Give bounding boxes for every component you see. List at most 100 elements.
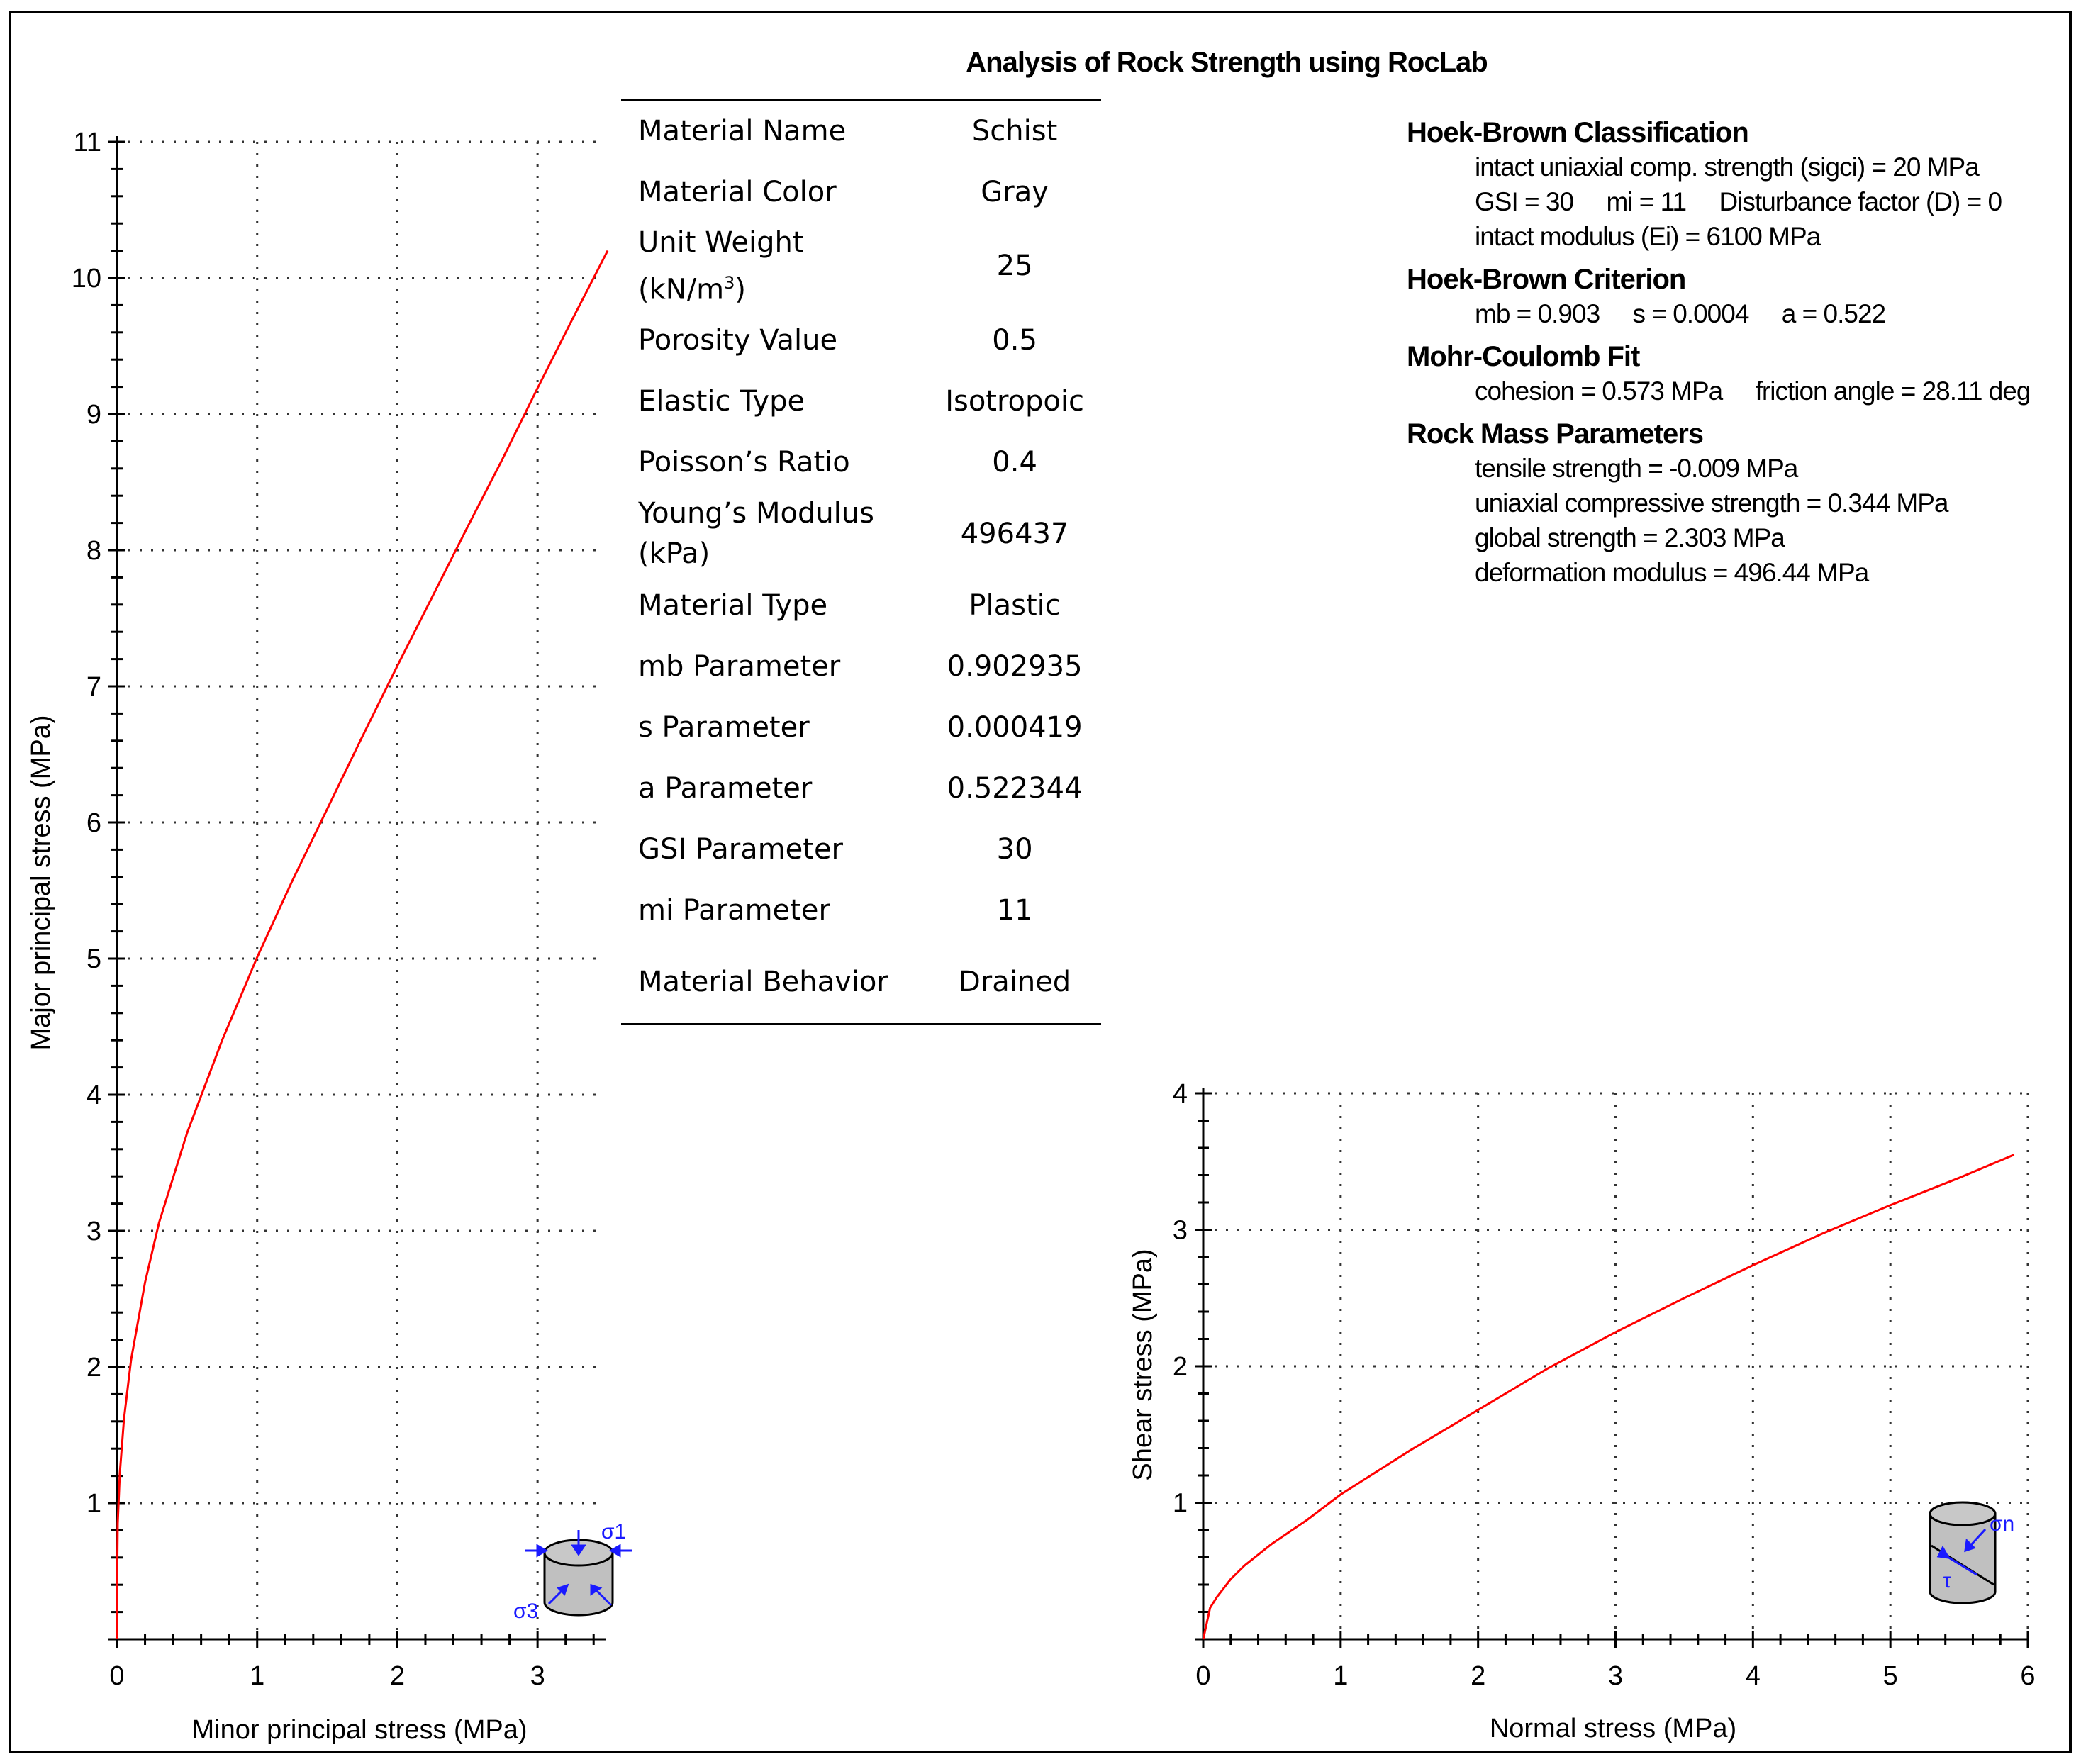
property-value: Gray bbox=[981, 175, 1049, 208]
principal-stress-chart: 0 1 2 3 1 2 3 4 5 6 7 8 9 10 11 Minor principal stress… bbox=[26, 128, 632, 1745]
y-tick-label: 1 bbox=[1173, 1489, 1188, 1519]
table-row: Material Color Gray bbox=[621, 162, 1101, 223]
axes bbox=[116, 136, 606, 1641]
table-row: mi Parameter 11 bbox=[621, 880, 1101, 941]
table-row: Porosity Value 0.5 bbox=[621, 310, 1101, 371]
section-line: intact uniaxial comp. strength (sigci) =… bbox=[1475, 152, 1980, 182]
section-line: deformation modulus = 496.44 MPa bbox=[1475, 558, 1869, 587]
y-tick-label: 1 bbox=[87, 1489, 101, 1519]
y-tick-label: 11 bbox=[74, 128, 101, 157]
figure-frame bbox=[9, 11, 2072, 1753]
table-row: a Parameter 0.522344 bbox=[621, 758, 1101, 819]
mohr-envelope-chart: 0 1 2 3 4 5 6 1 2 3 4 Normal stress (MPa) Shear st… bbox=[1128, 1079, 2036, 1743]
y-tick-label: 3 bbox=[1173, 1216, 1188, 1246]
x-tick-label: 2 bbox=[390, 1661, 405, 1691]
y-tick-label: 2 bbox=[87, 1353, 101, 1383]
property-name: Elastic Type bbox=[638, 384, 805, 418]
section-heading: Hoek-Brown Criterion bbox=[1407, 264, 1686, 295]
section-line: GSI = 30 mi = 11 Disturbance factor (D) … bbox=[1475, 187, 2002, 216]
x-tick-label: 0 bbox=[109, 1661, 124, 1691]
triaxial-cylinder-icon: σ1 σ3 bbox=[513, 1520, 632, 1623]
property-name: Material Name bbox=[638, 114, 847, 147]
sigma-n-label: σn bbox=[1990, 1512, 2014, 1536]
figure-title: Analysis of Rock Strength using RocLab bbox=[966, 47, 1488, 78]
shear-sample-icon: σn τ bbox=[1929, 1501, 2014, 1604]
property-name: Material Color bbox=[638, 175, 837, 208]
y-tick-label: 2 bbox=[1173, 1352, 1188, 1382]
failure-envelope-line bbox=[116, 250, 609, 1639]
property-name: a Parameter bbox=[638, 771, 813, 805]
table-row: Young’s Modulus (kPa) 496437 bbox=[621, 493, 1101, 575]
y-axis-label: Shear stress (MPa) bbox=[1128, 1249, 1158, 1480]
x-tick-label: 2 bbox=[1471, 1661, 1485, 1691]
property-value: Isotropoic bbox=[945, 384, 1084, 418]
grid bbox=[1203, 1092, 2029, 1639]
x-tick-label: 5 bbox=[1883, 1661, 1898, 1691]
table-row: Elastic Type Isotropoic bbox=[621, 371, 1101, 432]
y-tick-label: 10 bbox=[72, 264, 101, 294]
property-value: 0.000419 bbox=[947, 710, 1083, 744]
grid bbox=[117, 140, 599, 1639]
axes bbox=[1202, 1088, 2029, 1641]
property-name: mb Parameter bbox=[638, 649, 841, 683]
tick-labels: 0 1 2 3 4 5 6 1 2 3 4 bbox=[1173, 1079, 2036, 1691]
shear-envelope-line bbox=[1202, 1154, 2015, 1640]
property-name: Material Behavior bbox=[638, 965, 888, 998]
property-value: Plastic bbox=[969, 588, 1061, 622]
x-tick-label: 3 bbox=[1608, 1661, 1623, 1691]
tick-labels: 0 1 2 3 1 2 3 4 5 6 7 8 9 10 11 bbox=[72, 128, 545, 1691]
x-tick-label: 3 bbox=[530, 1661, 545, 1691]
property-name: s Parameter bbox=[638, 710, 810, 744]
section-heading: Mohr-Coulomb Fit bbox=[1407, 341, 1640, 372]
mohr-coulomb-fit-section: Mohr-Coulomb Fit cohesion = 0.573 MPa fr… bbox=[1407, 340, 2059, 408]
ticks bbox=[108, 140, 595, 1648]
section-line: global strength = 2.303 MPa bbox=[1475, 523, 1785, 552]
table-row: Material Behavior Drained bbox=[621, 941, 1101, 1025]
property-name: mi Parameter bbox=[638, 893, 830, 927]
y-tick-label: 7 bbox=[87, 672, 101, 702]
y-tick-label: 9 bbox=[87, 400, 101, 430]
y-tick-label: 5 bbox=[87, 944, 101, 974]
property-value: 11 bbox=[996, 893, 1033, 927]
table-row: s Parameter 0.000419 bbox=[621, 697, 1101, 758]
section-line: intact modulus (Ei) = 6100 MPa bbox=[1475, 222, 1821, 251]
y-tick-label: 3 bbox=[87, 1217, 101, 1246]
table-row: Poisson’s Ratio 0.4 bbox=[621, 432, 1101, 493]
x-tick-label: 1 bbox=[1333, 1661, 1348, 1691]
property-value: 0.902935 bbox=[947, 649, 1083, 683]
y-tick-label: 4 bbox=[1173, 1079, 1188, 1109]
section-heading: Rock Mass Parameters bbox=[1407, 418, 1704, 450]
property-name: Poisson’s Ratio bbox=[638, 445, 850, 479]
roclab-summary: Hoek-Brown Classification intact uniaxia… bbox=[1407, 116, 2059, 598]
table-row: Material Name Schist bbox=[621, 100, 1101, 162]
property-value: Schist bbox=[971, 114, 1058, 147]
y-tick-label: 6 bbox=[87, 808, 101, 838]
material-properties-table: Material Name Schist Material Color Gray U… bbox=[621, 99, 1101, 1026]
property-value: 0.5 bbox=[992, 323, 1037, 357]
section-line: tensile strength = -0.009 MPa bbox=[1475, 454, 1798, 483]
section-line: cohesion = 0.573 MPa friction angle = 28… bbox=[1475, 376, 2031, 406]
table-row: GSI Parameter 30 bbox=[621, 819, 1101, 880]
ticks bbox=[1195, 1092, 2029, 1648]
property-name: Unit Weight (kN/m3) bbox=[638, 226, 804, 306]
property-name: GSI Parameter bbox=[638, 832, 844, 866]
table-row: Material Type Plastic bbox=[621, 575, 1101, 636]
property-value: 0.522344 bbox=[947, 771, 1083, 805]
x-tick-label: 6 bbox=[2020, 1661, 2035, 1691]
section-line: uniaxial compressive strength = 0.344 MP… bbox=[1475, 489, 1949, 518]
x-tick-label: 1 bbox=[250, 1661, 264, 1691]
property-value: Drained bbox=[958, 965, 1071, 998]
property-value: 25 bbox=[996, 250, 1033, 283]
x-tick-label: 0 bbox=[1195, 1661, 1210, 1691]
property-value: 496437 bbox=[960, 517, 1069, 550]
section-line: mb = 0.903 s = 0.0004 a = 0.522 bbox=[1475, 299, 1886, 328]
property-name: Young’s Modulus (kPa) bbox=[638, 497, 874, 571]
sigma1-label: σ1 bbox=[601, 1520, 626, 1544]
x-axis-label: Minor principal stress (MPa) bbox=[192, 1715, 528, 1745]
rock-mass-parameters-section: Rock Mass Parameters tensile strength = … bbox=[1407, 417, 2059, 590]
table-row: mb Parameter 0.902935 bbox=[621, 636, 1101, 697]
y-tick-label: 4 bbox=[87, 1081, 101, 1110]
property-name: Porosity Value bbox=[638, 323, 838, 357]
property-value: 30 bbox=[996, 832, 1033, 866]
y-axis-label: Major principal stress (MPa) bbox=[26, 715, 56, 1051]
